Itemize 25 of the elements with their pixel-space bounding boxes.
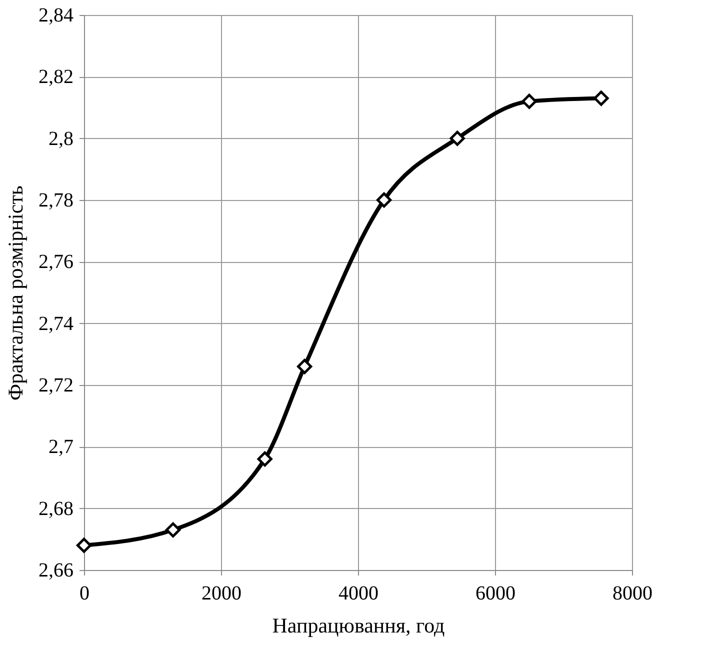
point <box>522 94 537 109</box>
y-tick-label: 2,72 <box>38 374 74 396</box>
point <box>450 130 465 146</box>
point <box>165 522 181 538</box>
x-axis-title: Напрацювання, год <box>272 614 446 638</box>
point <box>594 90 609 106</box>
y-tick-label: 2,66 <box>38 560 74 582</box>
point <box>376 192 392 208</box>
point <box>296 358 312 374</box>
x-tick-label: 2000 <box>202 582 242 604</box>
point <box>76 538 92 553</box>
y-tick-label: 2,84 <box>38 4 74 26</box>
y-tick-label: 2,8 <box>48 128 74 150</box>
y-tick-label: 2,78 <box>38 190 74 212</box>
y-tick-label: 2,82 <box>38 66 74 88</box>
x-tick-label: 4000 <box>338 582 378 604</box>
x-tick-label: 0 <box>80 582 90 604</box>
x-tick-label: 6000 <box>476 582 516 604</box>
y-tick-label: 2,68 <box>38 498 74 520</box>
y-axis-title: Фрактальна розмірність <box>4 186 28 400</box>
y-tick-label: 2,7 <box>48 436 74 458</box>
x-tick-label: 8000 <box>612 582 652 604</box>
y-tick-label: 2,74 <box>38 312 74 335</box>
point <box>257 451 272 467</box>
y-tick-label: 2,76 <box>38 251 74 274</box>
